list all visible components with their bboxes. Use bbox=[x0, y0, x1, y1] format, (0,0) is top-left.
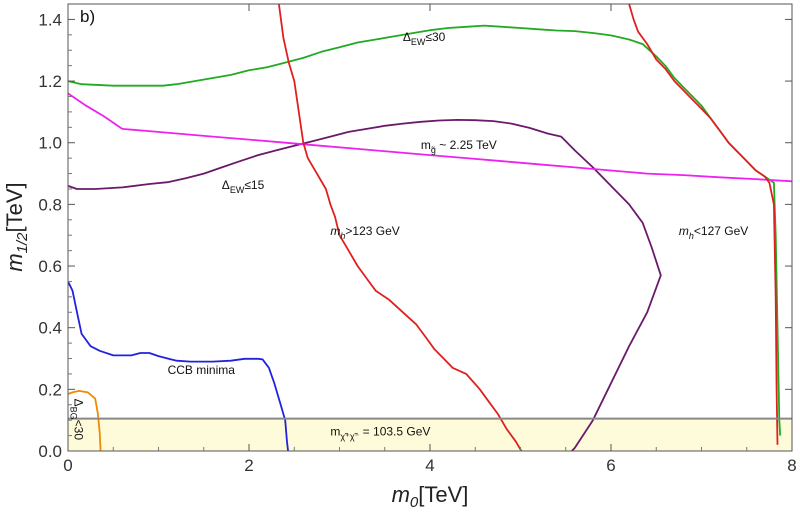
series-mh-123-gev bbox=[277, 4, 523, 451]
x-tick-label: 8 bbox=[787, 456, 796, 475]
series-delta-bg-30 bbox=[68, 390, 102, 451]
annotation: mg̃ ~ 2.25 TeV bbox=[421, 138, 497, 155]
annotation: CCB minima bbox=[168, 363, 236, 377]
y-tick-label: 0.6 bbox=[38, 257, 62, 276]
ticks-layer: 0 2 4 6 8 0.0 0.2 0.4 0.6 0.8 1.0 1.2 1.4 bbox=[38, 4, 797, 475]
x-tick-label: 2 bbox=[244, 456, 253, 475]
y-tick-label: 1.2 bbox=[38, 72, 62, 91]
annotation-layer: ΔEW≤30 mg̃ ~ 2.25 TeV ΔEW≤15 mh>123 GeV mh<1… bbox=[68, 30, 748, 442]
x-tick-label: 6 bbox=[606, 456, 615, 475]
annotation: ΔEW≤30 bbox=[403, 30, 446, 47]
series-mh-127-gev bbox=[628, 4, 779, 445]
y-tick-label: 0.0 bbox=[38, 442, 62, 461]
y-tick-label: 1.0 bbox=[38, 134, 62, 153]
annotation: mh>123 GeV bbox=[330, 224, 399, 241]
series-delta-ew-15 bbox=[68, 119, 662, 451]
y-tick-label: 0.4 bbox=[38, 319, 62, 338]
panel-label: b) bbox=[80, 7, 95, 26]
y-tick-label: 0.8 bbox=[38, 195, 62, 214]
y-axis-label: m1/2[TeV] bbox=[2, 182, 31, 271]
annotation: mχ̃⁺χ̃⁻ = 103.5 GeV bbox=[330, 425, 430, 442]
y-tick-label: 0.2 bbox=[38, 380, 62, 399]
series-layer bbox=[68, 4, 792, 451]
annotation: mh<127 GeV bbox=[679, 224, 748, 241]
x-tick-label: 4 bbox=[425, 456, 434, 475]
series-m-gluino-2-25-tev bbox=[68, 92, 792, 183]
series-ccb-minima bbox=[68, 281, 289, 451]
annotation: ΔBG<30 bbox=[68, 399, 85, 441]
annotation: ΔEW≤15 bbox=[222, 178, 265, 195]
x-axis-label: m0[TeV] bbox=[392, 482, 469, 511]
y-tick-label: 1.4 bbox=[38, 10, 62, 29]
x-tick-label: 0 bbox=[63, 456, 72, 475]
